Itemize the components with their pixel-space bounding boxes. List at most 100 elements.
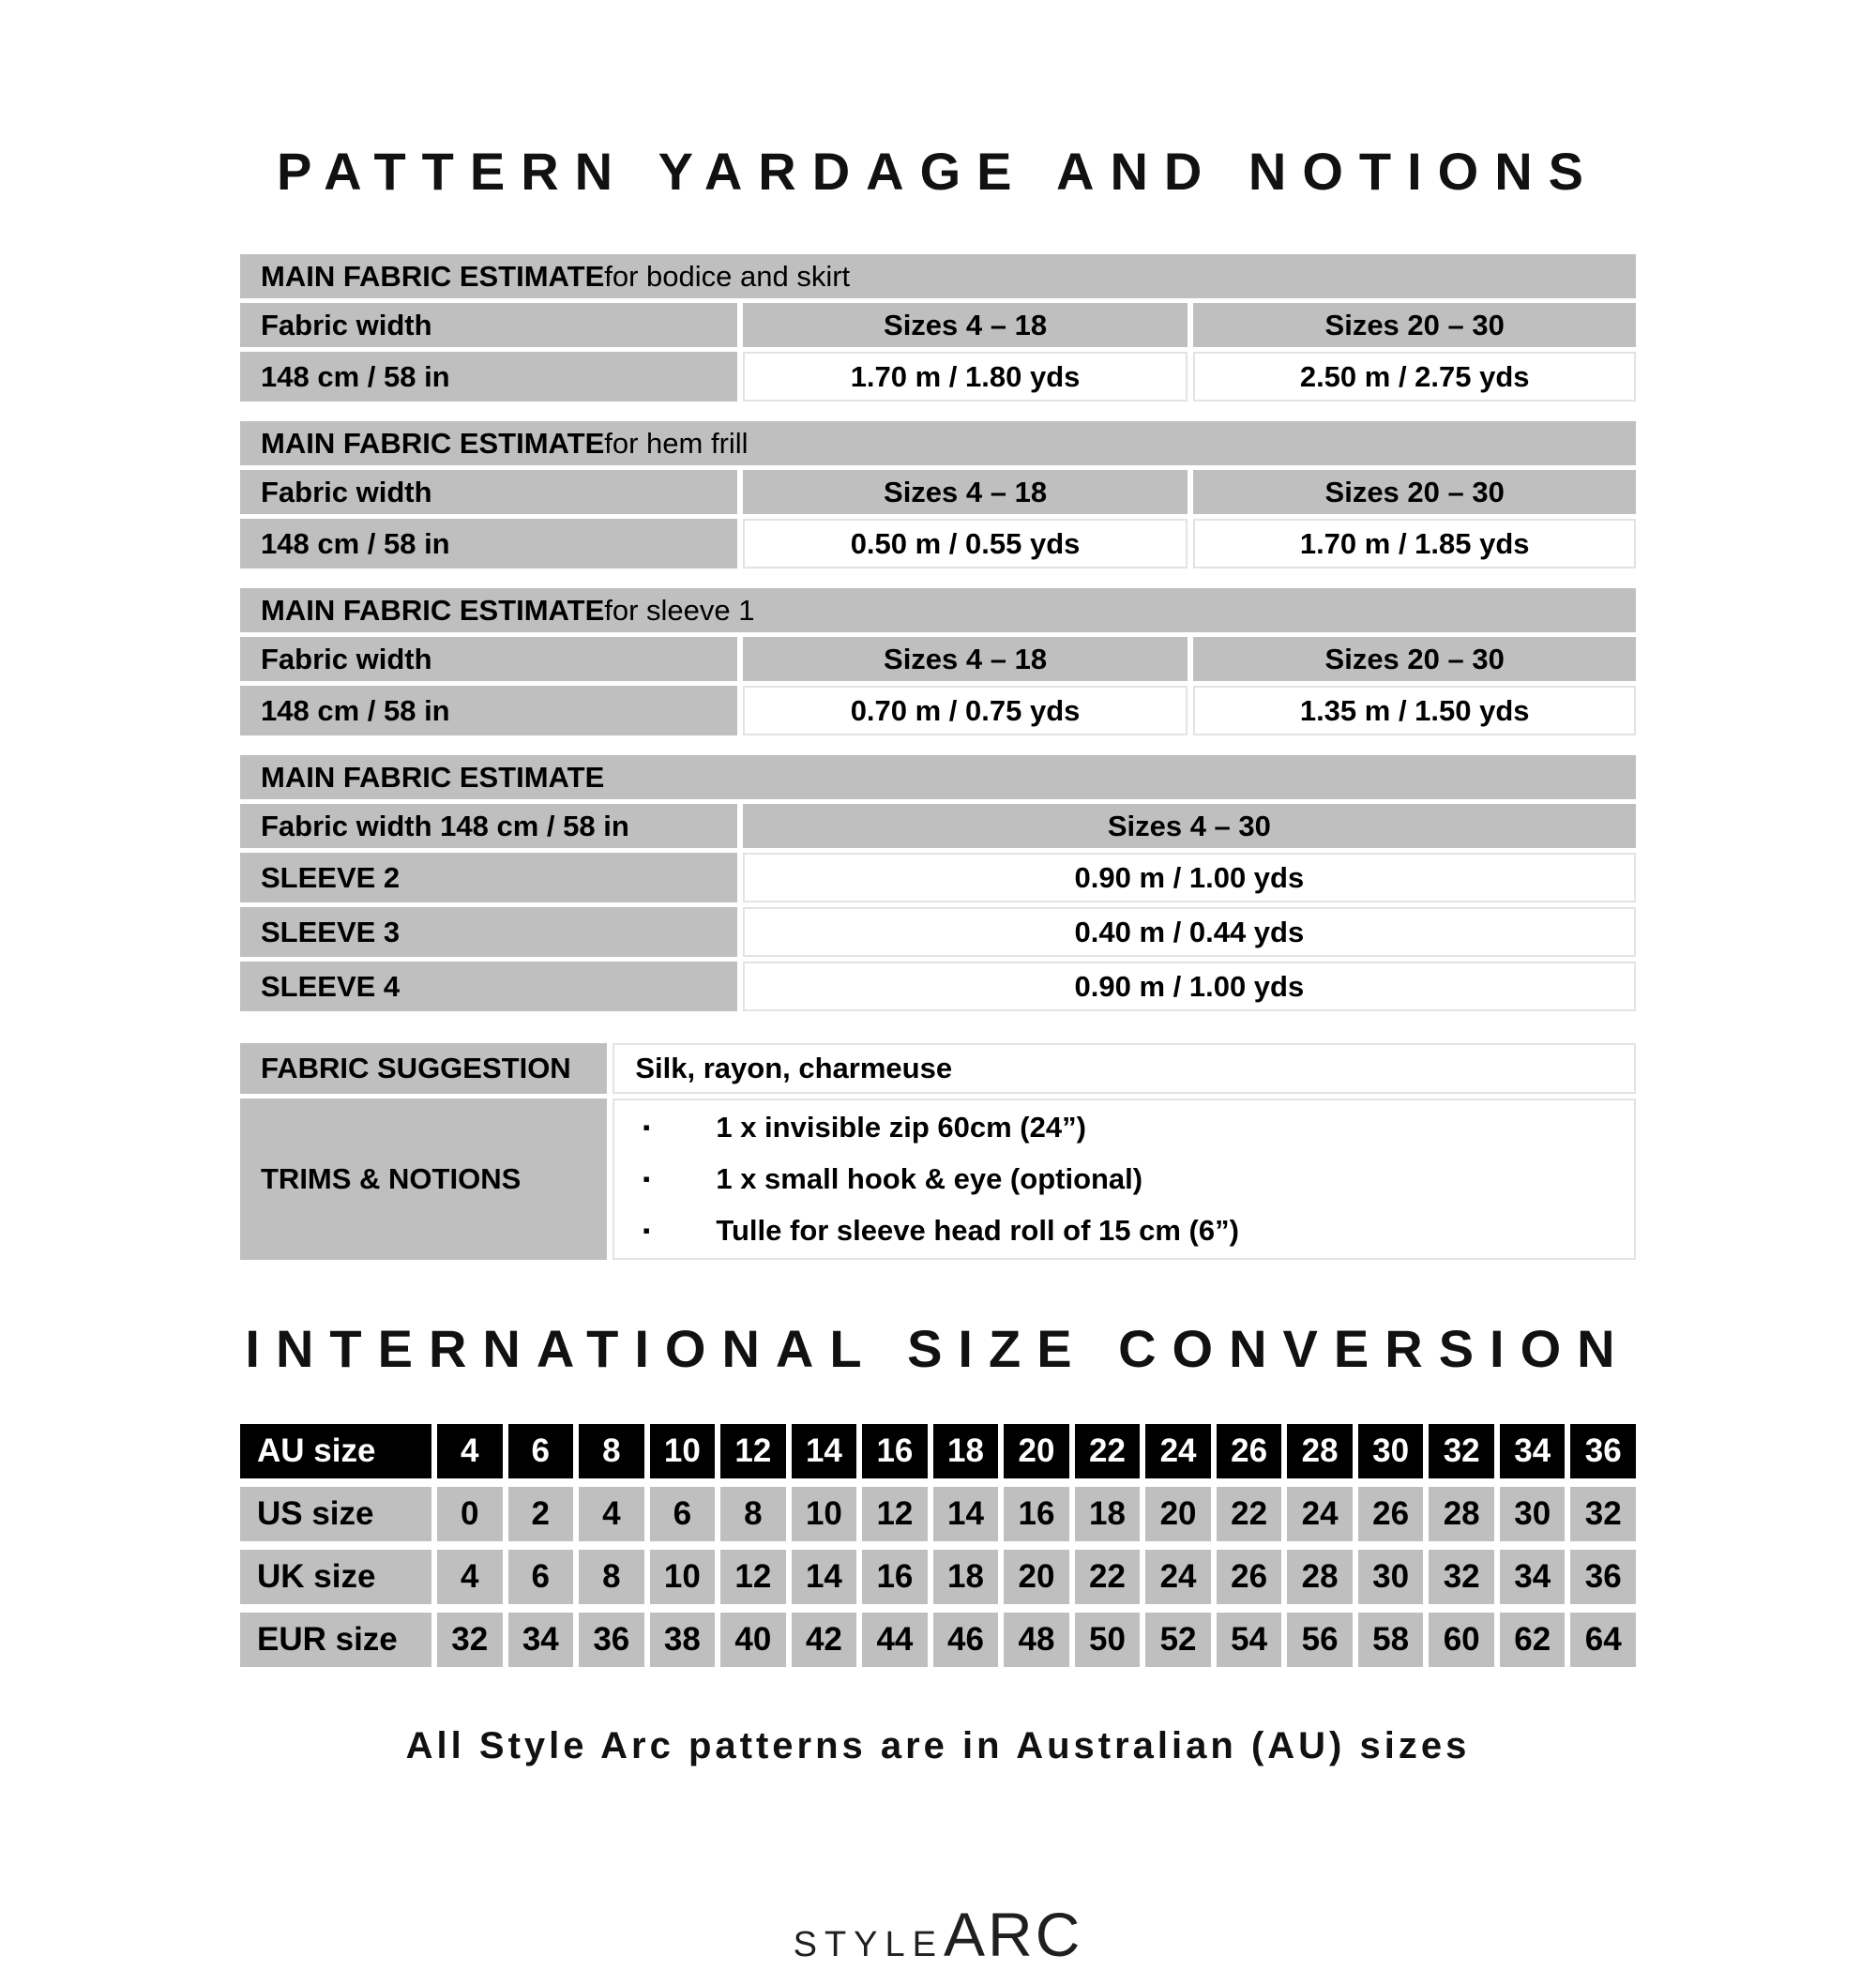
size-cell: 16 [862, 1550, 928, 1604]
trims-item: ▪ 1 x small hook & eye (optional) [622, 1154, 1626, 1205]
column-header-sizes-4-30: Sizes 4 – 30 [742, 804, 1636, 848]
size-cell: 48 [1004, 1613, 1069, 1667]
size-cell: 10 [649, 1550, 716, 1604]
size-cell: 12 [862, 1487, 928, 1541]
column-header-fabric-width: Fabric width [240, 637, 737, 681]
size-cell: 32 [437, 1613, 503, 1667]
table-header-hem-frill: MAIN FABRIC ESTIMATE for hem frill [240, 421, 1636, 465]
size-cell: 24 [1145, 1550, 1211, 1604]
square-bullet-icon: ▪ [643, 1167, 651, 1191]
column-header-sizes-20-30: Sizes 20 – 30 [1193, 470, 1636, 514]
size-cell: 24 [1145, 1424, 1211, 1478]
size-cell: 8 [579, 1550, 644, 1604]
table-header-bold-text: MAIN FABRIC ESTIMATE [261, 593, 605, 627]
pattern-yardage-page: PATTERN YARDAGE AND NOTIONS MAIN FABRIC … [240, 142, 1636, 1969]
column-header-fabric-width: Fabric width [240, 470, 737, 514]
yardage-value-sleeve-4: 0.90 m / 1.00 yds [742, 962, 1636, 1011]
table-header-rest-text: for hem frill [604, 426, 749, 460]
table-header-rest-text: for sleeve 1 [604, 593, 755, 627]
column-header-sizes-4-18: Sizes 4 – 18 [742, 303, 1188, 347]
size-cell: 32 [1570, 1487, 1636, 1541]
square-bullet-icon: ▪ [643, 1115, 651, 1140]
row-label-fabric-width-value: 148 cm / 58 in [240, 519, 737, 568]
size-cell: 24 [1287, 1487, 1353, 1541]
size-cell: 28 [1429, 1487, 1494, 1541]
logo-style-text: STYLE [793, 1925, 945, 1964]
fabric-estimate-table-sleeves: MAIN FABRIC ESTIMATE Fabric width 148 cm… [240, 755, 1636, 1011]
fabric-suggestion-value: Silk, rayon, charmeuse [613, 1043, 1636, 1094]
size-cell: 58 [1357, 1613, 1424, 1667]
size-cell: 18 [932, 1550, 999, 1604]
size-cell: 22 [1216, 1487, 1282, 1541]
size-conversion-table: AU size 4 6 8 10 12 14 16 18 20 22 24 26 28 30 32 34 36 US… [240, 1424, 1636, 1667]
trims-item: ▪ Tulle for sleeve head roll of 15 cm (6… [622, 1205, 1626, 1257]
table-header-bold-text: MAIN FABRIC ESTIMATE [261, 760, 605, 794]
size-cell: 44 [862, 1613, 928, 1667]
size-cell: 14 [791, 1424, 857, 1478]
size-cell: 50 [1074, 1613, 1141, 1667]
size-cell: 46 [932, 1613, 999, 1667]
fabric-estimate-table-hem-frill: MAIN FABRIC ESTIMATE for hem frill Fabri… [240, 421, 1636, 568]
size-cell: 60 [1429, 1613, 1494, 1667]
yardage-value-sleeve-3: 0.40 m / 0.44 yds [742, 907, 1636, 957]
size-cell: 30 [1357, 1550, 1424, 1604]
size-cell: 62 [1499, 1613, 1566, 1667]
size-conversion-title: INTERNATIONAL SIZE CONVERSION [245, 1319, 1631, 1378]
column-header-sizes-20-30: Sizes 20 – 30 [1193, 637, 1636, 681]
trims-notions-list: ▪ 1 x invisible zip 60cm (24”) ▪ 1 x sma… [613, 1099, 1636, 1260]
table-header-rest-text: for bodice and skirt [604, 259, 851, 293]
size-cell: 38 [649, 1613, 716, 1667]
yardage-value-sizes-20-30: 1.35 m / 1.50 yds [1193, 686, 1636, 735]
size-cell: 18 [932, 1424, 999, 1478]
yardage-value-sleeve-2: 0.90 m / 1.00 yds [742, 853, 1636, 902]
size-cell: 34 [1499, 1424, 1566, 1478]
size-cell: 16 [862, 1424, 928, 1478]
size-cell: 52 [1145, 1613, 1211, 1667]
size-cell: 32 [1429, 1550, 1494, 1604]
size-cell: 28 [1287, 1550, 1353, 1604]
size-cell: 0 [437, 1487, 503, 1541]
size-cell: 34 [507, 1613, 574, 1667]
size-cell: 28 [1287, 1424, 1353, 1478]
row-label-sleeve-2: SLEEVE 2 [240, 853, 737, 902]
style-arc-logo: STYLE ARC [0, 1899, 1876, 1970]
column-header-sizes-4-18: Sizes 4 – 18 [742, 470, 1188, 514]
size-cell: 20 [1004, 1424, 1069, 1478]
yardage-value-sizes-20-30: 2.50 m / 2.75 yds [1193, 352, 1636, 402]
size-cell: 10 [791, 1487, 857, 1541]
trims-item: ▪ 1 x invisible zip 60cm (24”) [622, 1102, 1626, 1154]
logo-arc-text: ARC [944, 1900, 1083, 1969]
size-cell: 10 [649, 1424, 716, 1478]
yardage-value-sizes-4-18: 1.70 m / 1.80 yds [742, 352, 1188, 402]
row-label-fabric-width-value: 148 cm / 58 in [240, 352, 737, 402]
table-header-bold-text: MAIN FABRIC ESTIMATE [261, 426, 605, 460]
table-header-bold-text: MAIN FABRIC ESTIMATE [261, 259, 605, 293]
row-label-sleeve-4: SLEEVE 4 [240, 962, 737, 1011]
size-cell: 4 [437, 1424, 503, 1478]
fabric-estimate-table-sleeve-1: MAIN FABRIC ESTIMATE for sleeve 1 Fabric… [240, 588, 1636, 735]
size-row-label-us-size: US size [240, 1487, 431, 1541]
yardage-value-sizes-4-18: 0.50 m / 0.55 yds [742, 519, 1188, 568]
size-cell: 16 [1004, 1487, 1069, 1541]
column-header-sizes-20-30: Sizes 20 – 30 [1193, 303, 1636, 347]
yardage-value-sizes-20-30: 1.70 m / 1.85 yds [1193, 519, 1636, 568]
size-cell: 2 [507, 1487, 574, 1541]
size-cell: 64 [1570, 1613, 1636, 1667]
table-header-sleeve-1: MAIN FABRIC ESTIMATE for sleeve 1 [240, 588, 1636, 632]
size-cell: 6 [649, 1487, 716, 1541]
size-cell: 8 [720, 1487, 786, 1541]
size-cell: 36 [1570, 1424, 1636, 1478]
size-cell: 8 [579, 1424, 644, 1478]
size-cell: 12 [720, 1550, 786, 1604]
size-cell: 30 [1357, 1424, 1424, 1478]
size-cell: 26 [1216, 1424, 1282, 1478]
page-title: PATTERN YARDAGE AND NOTIONS [276, 142, 1600, 201]
size-cell: 40 [720, 1613, 786, 1667]
column-header-fabric-width-148: Fabric width 148 cm / 58 in [240, 804, 737, 848]
size-row-label-eur-size: EUR size [240, 1613, 431, 1667]
size-cell: 12 [720, 1424, 786, 1478]
square-bullet-icon: ▪ [643, 1219, 651, 1243]
fabric-estimate-table-bodice-skirt: MAIN FABRIC ESTIMATE for bodice and skir… [240, 254, 1636, 402]
size-cell: 4 [579, 1487, 644, 1541]
trims-item-text: Tulle for sleeve head roll of 15 cm (6”) [716, 1214, 1239, 1248]
